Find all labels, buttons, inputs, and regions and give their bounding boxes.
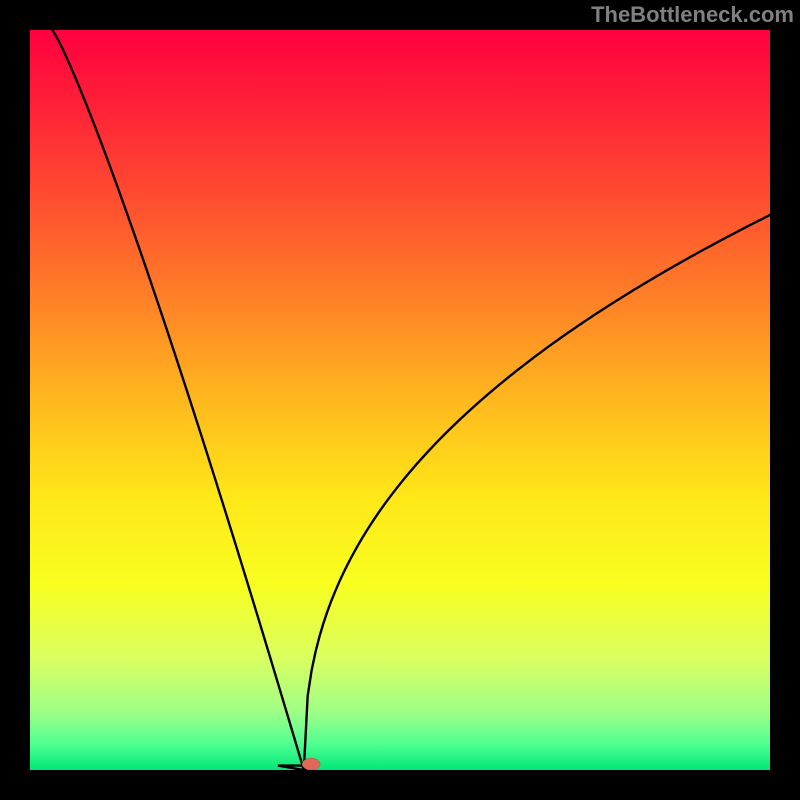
optimum-marker [302,758,320,770]
curve-layer [30,30,770,770]
watermark-text: TheBottleneck.com [591,2,794,28]
plot-area [30,30,770,770]
bottleneck-curve [52,30,770,770]
chart-frame: TheBottleneck.com [0,0,800,800]
